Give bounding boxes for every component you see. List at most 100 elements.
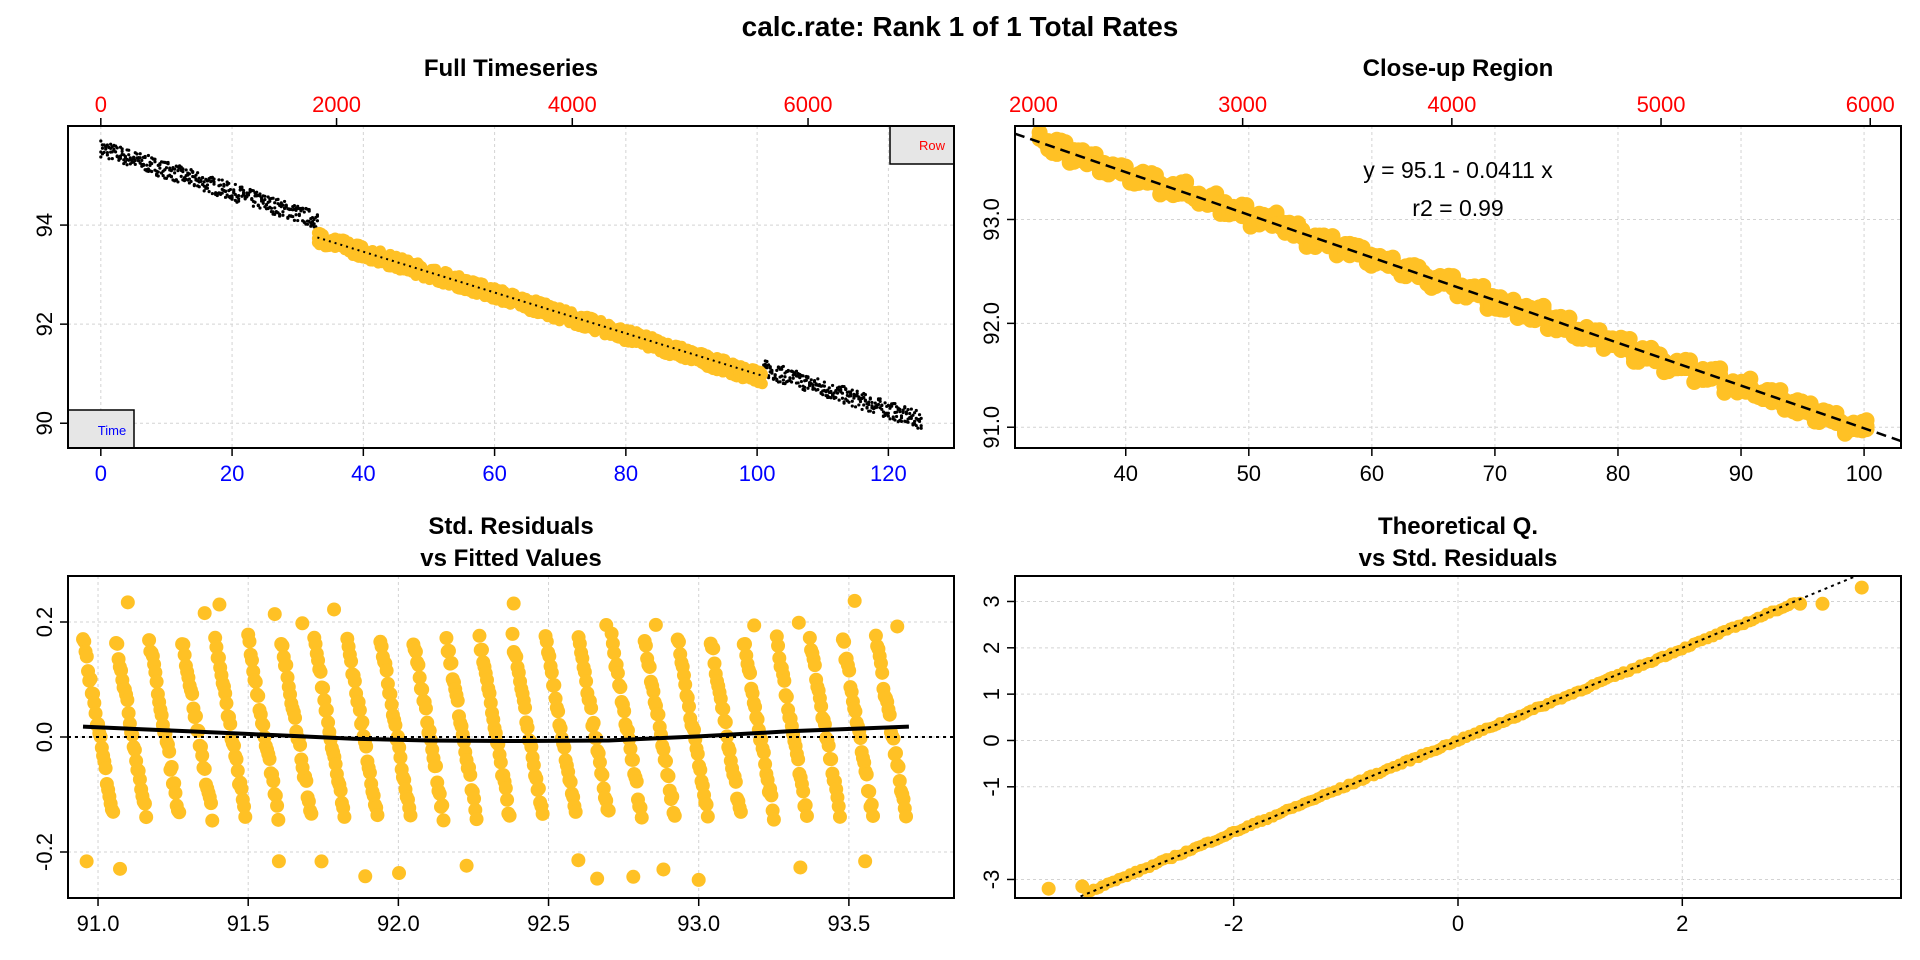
residual-point <box>656 742 671 757</box>
raw-data-point <box>181 169 185 174</box>
raw-data-point <box>282 199 287 204</box>
residual-point <box>899 809 914 824</box>
residual-point <box>750 712 765 727</box>
raw-data-point <box>174 178 178 182</box>
raw-data-point <box>913 411 917 415</box>
raw-data-point <box>176 180 180 184</box>
top-tick-label: 4000 <box>1427 92 1476 117</box>
residual-point <box>379 663 394 678</box>
residual-point <box>551 704 566 719</box>
panel-title: Close-up Region <box>1363 55 1554 82</box>
residual-point <box>223 716 238 731</box>
top-tick-label: 3000 <box>1218 92 1267 117</box>
raw-data-point <box>296 204 300 209</box>
residual-point <box>638 638 653 653</box>
raw-data-point <box>207 190 211 194</box>
raw-data-point <box>189 179 193 184</box>
residual-point <box>681 699 696 714</box>
row-legend-label: Row <box>919 138 946 153</box>
raw-data-point <box>886 414 890 418</box>
residual-point <box>520 720 535 735</box>
raw-data-point <box>906 420 910 424</box>
raw-data-point <box>168 166 172 170</box>
raw-data-point <box>798 384 802 388</box>
residual-point <box>411 657 426 672</box>
raw-data-point <box>788 376 792 380</box>
raw-data-point <box>100 146 105 150</box>
raw-data-point <box>105 143 109 147</box>
residual-point <box>450 693 465 708</box>
y-tick-label: 0.2 <box>32 607 57 638</box>
raw-data-point <box>217 178 221 182</box>
raw-data-point <box>158 166 162 170</box>
residual-point <box>197 761 212 776</box>
residual-point <box>728 774 743 789</box>
raw-data-point <box>237 197 241 201</box>
residual-point <box>500 792 515 807</box>
raw-data-point <box>202 180 206 184</box>
raw-data-point <box>783 375 787 379</box>
raw-data-point <box>199 179 203 184</box>
raw-data-point <box>281 210 285 214</box>
panel-full-timeseries: 0 20 40 60 80 100 120 90 92 94 0 2000 4000 6000 Full T… <box>32 55 955 486</box>
raw-data-point <box>205 183 210 187</box>
residual-point <box>205 813 220 828</box>
raw-data-point <box>260 196 264 200</box>
residual-point <box>526 758 541 773</box>
raw-data-point <box>161 174 165 178</box>
residual-point <box>388 718 403 733</box>
raw-data-point <box>888 417 892 421</box>
residual-point <box>279 657 294 672</box>
residual-point <box>589 731 604 746</box>
raw-data-point <box>158 163 162 167</box>
raw-data-point <box>780 367 784 371</box>
residual-point <box>509 649 524 664</box>
residual-point <box>837 634 852 649</box>
x-tick-label: 20 <box>220 461 244 486</box>
residual-point <box>88 706 103 721</box>
raw-data-point <box>834 396 838 400</box>
residual-point <box>474 642 489 657</box>
raw-data-point <box>237 193 241 198</box>
residual-point <box>251 688 266 703</box>
raw-data-point <box>166 160 170 165</box>
y-tick-label: 3 <box>979 595 1004 607</box>
y-tick-label: 90 <box>32 411 57 435</box>
raw-data-point <box>821 393 825 397</box>
x-tick-label: 92.0 <box>377 911 420 936</box>
raw-data-point <box>176 169 180 173</box>
raw-data-point <box>794 369 799 373</box>
y-tick-label: 91.0 <box>979 406 1004 449</box>
residual-point <box>764 788 779 803</box>
residual-point <box>293 737 308 752</box>
raw-data-point <box>205 186 210 190</box>
residual-point <box>791 615 806 630</box>
raw-data-point <box>220 178 224 182</box>
residual-point <box>444 655 459 670</box>
residual-point <box>459 858 474 873</box>
raw-data-point <box>919 426 923 430</box>
residual-point <box>667 808 682 823</box>
subset-data-point <box>1178 173 1195 190</box>
raw-data-point <box>776 365 781 369</box>
raw-data-point <box>223 195 228 199</box>
raw-data-point <box>903 405 907 409</box>
raw-data-point <box>875 405 879 409</box>
raw-data-point <box>868 409 872 413</box>
residual-point <box>699 797 714 812</box>
raw-data-point <box>307 207 311 212</box>
residual-point <box>651 707 666 722</box>
residual-point <box>408 644 423 659</box>
raw-data-point <box>835 391 840 395</box>
residual-point <box>314 854 329 869</box>
residual-point <box>831 799 846 814</box>
raw-data-point <box>292 218 297 222</box>
residual-point <box>98 761 113 776</box>
residual-point <box>344 654 359 669</box>
residual-point <box>766 812 781 827</box>
residual-point <box>355 715 370 730</box>
top-tick-label: 2000 <box>1009 92 1058 117</box>
residual-point <box>646 684 661 699</box>
residual-point <box>656 862 671 877</box>
residual-point <box>623 741 638 756</box>
